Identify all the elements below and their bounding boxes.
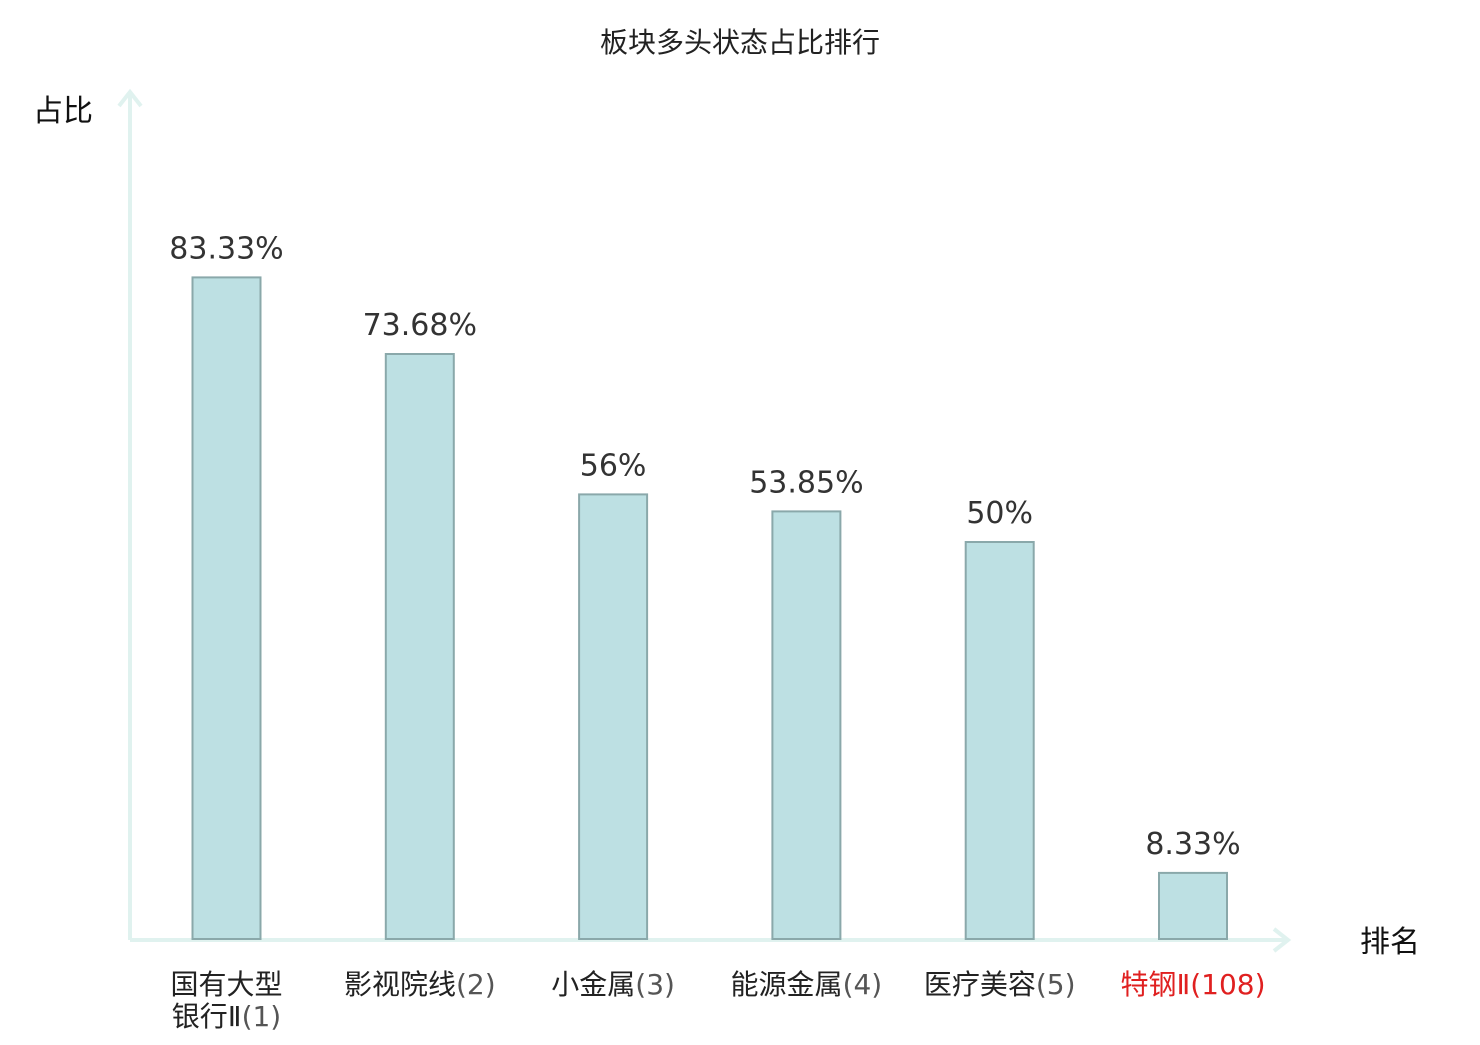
category-name-2: 影视院线	[344, 968, 456, 1001]
category-rank-1: (1)	[242, 1000, 282, 1033]
value-label-4: 53.85%	[749, 465, 863, 500]
bar-6	[1158, 871, 1228, 941]
value-labels: 83.33% 73.68% 56% 53.85% 50% 8.33%	[169, 231, 1240, 862]
category-label-4: 能源金属(4)	[731, 968, 883, 1001]
category-labels: 国有大型银行Ⅱ(1) 影视院线(2) 小金属(3) 能源金属(4) 医疗美容(5) 特钢Ⅱ…	[170, 968, 1265, 1033]
bar-2	[384, 353, 455, 940]
category-label-6: 特钢Ⅱ(108)	[1120, 968, 1265, 1001]
y-axis	[117, 88, 143, 940]
bar-series	[191, 276, 1228, 941]
bar-4	[771, 510, 842, 940]
chart-title: 板块多头状态占比排行	[600, 26, 880, 59]
category-rank-3: (3)	[635, 968, 675, 1001]
category-rank-4: (4)	[843, 968, 883, 1001]
x-axis	[130, 927, 1292, 953]
value-label-5: 50%	[966, 496, 1033, 531]
value-label-2: 73.68%	[363, 308, 477, 343]
category-label-5: 医疗美容(5)	[924, 968, 1076, 1001]
category-name-6: 特钢Ⅱ	[1120, 968, 1190, 1001]
y-axis-label: 占比	[33, 94, 93, 129]
value-label-1: 83.33%	[169, 231, 283, 266]
category-rank-5: (5)	[1036, 968, 1076, 1001]
category-name-4: 能源金属	[731, 968, 843, 1001]
category-rank-6: (108)	[1190, 968, 1265, 1001]
bar-1	[191, 276, 262, 940]
category-name-5: 医疗美容	[924, 968, 1036, 1001]
category-label-1: 国有大型银行Ⅱ(1)	[170, 968, 282, 1033]
value-label-6: 8.33%	[1145, 827, 1240, 862]
category-rank-2: (2)	[456, 968, 496, 1001]
category-label-2: 影视院线(2)	[344, 968, 496, 1001]
x-axis-label: 排名	[1360, 925, 1420, 960]
category-label-3: 小金属(3)	[551, 968, 675, 1001]
value-label-3: 56%	[580, 448, 647, 483]
bar-5	[964, 541, 1035, 940]
category-name-3: 小金属	[551, 968, 635, 1001]
bar-3	[578, 493, 649, 940]
